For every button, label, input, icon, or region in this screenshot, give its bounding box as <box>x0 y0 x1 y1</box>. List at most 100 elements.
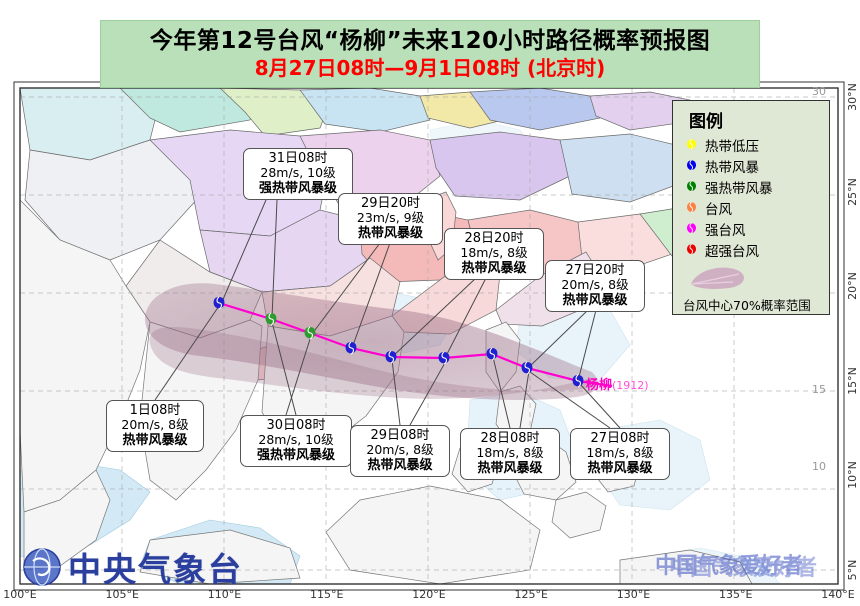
forecast-callout: 1日08时 20m/s, 8级 热带风暴级 <box>106 400 204 453</box>
callout-category: 热带风暴级 <box>461 261 527 277</box>
legend-box: 图例 热带低压 热带风暴 强热带风暴 台风 强台风 超强台风 台风中心70%概率范围 <box>672 100 830 315</box>
inner-label-30: 30 <box>812 85 826 98</box>
callout-wind: 20m/s, 8级 <box>121 417 189 433</box>
typhoon-id-text: (1912) <box>612 379 649 392</box>
longitude-tick-label: 100°E <box>3 588 37 601</box>
longitude-tick-label: 110°E <box>207 588 242 601</box>
callout-time: 29日08时 <box>370 428 430 443</box>
typhoon-symbol <box>683 201 699 215</box>
legend-item: 热带低压 <box>683 134 821 155</box>
callout-category: 热带风暴级 <box>367 458 433 474</box>
longitude-tick-label: 140°E <box>821 588 855 601</box>
callout-category: 强热带风暴级 <box>256 448 335 464</box>
legend-item: 热带风暴 <box>683 155 821 176</box>
callout-wind: 18m/s, 8级 <box>460 245 528 261</box>
callout-time: 28日20时 <box>464 231 524 246</box>
longitude-tick-label: 105°E <box>105 588 139 601</box>
title-main: 今年第12号台风“杨柳”未来120小时路径概率预报图 <box>149 27 711 54</box>
cone-sample-icon <box>687 264 821 294</box>
watermark: 中国气象爱好者 中国气象爱好者 <box>655 548 817 581</box>
forecast-callout: 29日08时 20m/s, 8级 热带风暴级 <box>350 425 450 478</box>
longitude-tick-label: 125°E <box>514 588 548 601</box>
watermark-text-b: 中国气象爱好者 <box>669 556 817 581</box>
callout-category: 热带风暴级 <box>587 461 653 477</box>
legend-item-label: 强台风 <box>705 222 746 239</box>
callout-category: 热带风暴级 <box>477 461 543 477</box>
severe-typhoon-symbol <box>683 222 699 236</box>
forecast-callout: 29日20时 23m/s, 9级 热带风暴级 <box>338 193 443 246</box>
track-point-tropical-storm <box>438 351 450 365</box>
latitude-tick-label: 10°N <box>846 461 859 490</box>
track-point-tropical-storm <box>345 341 357 355</box>
track-point-tropical-storm <box>572 374 584 388</box>
latitude-tick-label: 5°N <box>846 559 859 581</box>
inner-label-10: 10 <box>812 460 826 473</box>
callout-time: 29日20时 <box>360 196 421 211</box>
longitude-tick-label: 130°E <box>616 588 651 601</box>
callout-wind: 18m/s, 8级 <box>476 445 544 461</box>
longitude-tick-label: 135°E <box>719 588 753 601</box>
callout-time: 31日08时 <box>268 151 328 166</box>
legend-item: 台风 <box>683 197 821 218</box>
track-points-layer <box>213 296 584 388</box>
track-point-tropical-storm <box>521 361 533 375</box>
super-typhoon-symbol <box>683 243 699 257</box>
callout-leader-lines <box>154 199 621 429</box>
latitude-tick-label: 30°N <box>846 83 859 111</box>
callout-category: 热带风暴级 <box>357 226 423 242</box>
title-period: 8月27日08时—9月1日08时 (北京时) <box>254 56 606 81</box>
track-point-tropical-storm <box>213 296 225 310</box>
callout-wind: 23m/s, 9级 <box>356 210 425 226</box>
forecast-callout: 28日08时 18m/s, 8级 热带风暴级 <box>460 428 560 481</box>
typhoon-name-label: 杨柳(1912) <box>586 374 649 393</box>
callout-wind: 20m/s, 8级 <box>561 277 629 293</box>
track-point-severe-tropical-storm <box>265 312 277 326</box>
globe-icon <box>23 548 61 586</box>
callout-time: 27日08时 <box>590 431 650 446</box>
forecast-callout: 31日08时 28m/s, 10级 强热带风暴级 <box>243 148 353 201</box>
legend-item: 强热带风暴 <box>683 176 821 197</box>
forecast-callout: 28日20时 18m/s, 8级 热带风暴级 <box>444 228 544 281</box>
title-banner: 今年第12号台风“杨柳”未来120小时路径概率预报图 8月27日08时—9月1日… <box>100 20 760 88</box>
severe-tropical-storm-symbol <box>683 180 699 194</box>
nmc-logo-text: 中央气象台 <box>68 550 243 589</box>
forecast-callout: 30日08时 28m/s, 10级 强热带风暴级 <box>240 415 352 468</box>
callout-time: 28日08时 <box>480 431 540 446</box>
latitude-tick-label: 20°N <box>846 272 859 301</box>
inner-label-15: 15 <box>812 383 826 396</box>
forecast-callout: 27日08时 18m/s, 8级 热带风暴级 <box>570 428 670 481</box>
probability-cone-lower <box>149 326 598 399</box>
latitude-tick-label: 15°N <box>846 366 859 395</box>
callout-time: 30日08时 <box>266 418 326 433</box>
callout-time: 27日20时 <box>565 263 625 278</box>
legend-item: 强台风 <box>683 218 821 239</box>
legend-item: 超强台风 <box>683 239 821 260</box>
legend-item-label: 热带低压 <box>705 138 759 155</box>
callout-wind: 18m/s, 8级 <box>586 445 654 461</box>
latitude-tick-label: 25°N <box>846 177 859 206</box>
legend-cone-label: 台风中心70%概率范围 <box>683 298 811 313</box>
typhoon-name-text: 杨柳 <box>586 378 613 393</box>
watermark-text-a: 中国气象爱好者 <box>655 554 803 579</box>
map-frame <box>19 87 839 585</box>
track-point-tropical-storm <box>486 347 498 361</box>
legend-item-label: 热带风暴 <box>705 159 759 176</box>
tropical-depression-symbol <box>683 138 699 152</box>
longitude-tick-label: 120°E <box>412 588 446 601</box>
callout-time: 1日08时 <box>129 403 181 418</box>
callout-wind: 28m/s, 10级 <box>260 165 336 181</box>
forecast-callout: 27日20时 20m/s, 8级 热带风暴级 <box>545 260 645 313</box>
probability-cone <box>145 283 599 401</box>
callout-category: 强热带风暴级 <box>258 181 337 197</box>
forecast-track-line <box>218 301 613 388</box>
legend-item-label: 超强台风 <box>705 243 759 260</box>
legend-item-list: 热带低压热带风暴强热带风暴台风强台风超强台风 <box>683 134 821 260</box>
callout-wind: 20m/s, 8级 <box>366 442 434 458</box>
legend-item-label: 强热带风暴 <box>705 180 773 197</box>
callout-category: 热带风暴级 <box>562 293 628 309</box>
track-point-severe-tropical-storm <box>304 326 316 340</box>
legend-item-label: 台风 <box>705 201 732 218</box>
tropical-storm-symbol <box>683 159 699 173</box>
callout-wind: 28m/s, 10级 <box>258 432 334 448</box>
